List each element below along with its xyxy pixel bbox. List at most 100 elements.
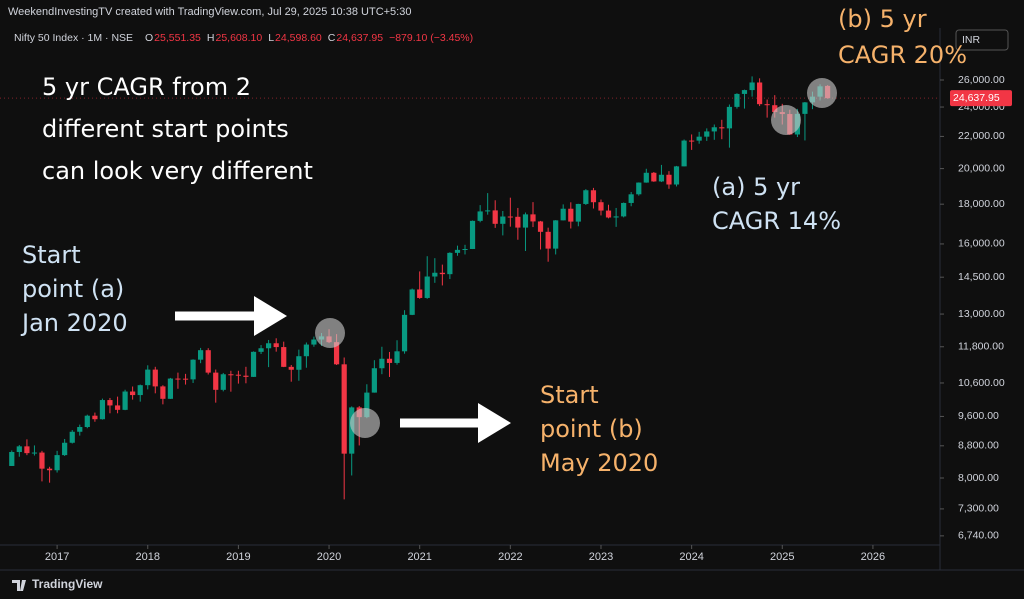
candle-body <box>394 351 400 363</box>
candle-body <box>583 190 589 204</box>
candle-body <box>628 194 634 203</box>
candle-body <box>137 385 143 396</box>
symbol-title: Nifty 50 Index · 1M · NSE <box>14 32 133 44</box>
candle-body <box>281 347 287 367</box>
candle-body <box>462 248 468 250</box>
y-tick-label: 16,000.00 <box>958 238 1005 250</box>
candle-body <box>643 172 649 183</box>
credit: WeekendInvestingTV created with TradingV… <box>8 6 411 18</box>
annotation: CAGR 20% <box>838 41 967 69</box>
candle-body <box>545 231 551 249</box>
candle-body <box>190 359 196 380</box>
arrow-head <box>478 403 511 443</box>
candle-body <box>522 214 529 228</box>
annotation: Jan 2020 <box>20 309 128 337</box>
candle-body <box>613 216 619 218</box>
candle-body <box>666 174 672 185</box>
annotation: different start points <box>42 115 289 143</box>
annotation: CAGR 14% <box>712 207 841 235</box>
candle-body <box>288 366 294 370</box>
candle-body <box>553 220 559 249</box>
candle-body <box>311 339 317 345</box>
candle-body <box>802 102 808 114</box>
candle-body <box>439 272 445 275</box>
candle-body <box>182 378 189 380</box>
x-tick-label: 2025 <box>770 551 794 563</box>
x-tick-label: 2026 <box>861 551 885 563</box>
candle-body <box>757 82 763 105</box>
y-tick-label: 8,000.00 <box>958 472 999 484</box>
candle-body <box>417 289 423 298</box>
candle-body <box>130 391 136 396</box>
candle-body <box>99 400 106 420</box>
candle-body <box>167 378 174 399</box>
highlight-circle <box>807 78 837 108</box>
candle-body <box>469 220 476 249</box>
highlight-circle <box>771 105 801 135</box>
candle-body <box>598 202 604 211</box>
candle-body <box>69 431 75 443</box>
y-tick-label: 9,600.00 <box>958 410 999 422</box>
candle-body <box>333 342 340 365</box>
candle-body <box>704 131 710 137</box>
candle-body <box>371 368 377 393</box>
candle-body <box>424 276 430 298</box>
last-price-tag <box>950 90 1012 107</box>
y-tick-label: 8,800.00 <box>958 440 999 452</box>
candle-body <box>568 208 574 222</box>
candle-body <box>651 172 657 182</box>
legend-value: 25,608.10 <box>215 32 262 44</box>
candle-body <box>54 455 60 471</box>
candle-body <box>46 468 53 471</box>
annotation: point (a) <box>22 275 124 303</box>
y-tick-label: 18,000.00 <box>958 198 1005 210</box>
annotation: 5 yr CAGR from 2 <box>42 73 251 101</box>
x-tick-label: 2022 <box>498 551 522 563</box>
candle-body <box>711 127 717 132</box>
currency-box <box>955 29 1009 51</box>
y-tick-label: 7,300.00 <box>958 503 999 515</box>
candle-body <box>265 343 272 349</box>
highlight-circle <box>350 408 380 438</box>
candle-body <box>537 221 544 232</box>
candle-body <box>31 452 38 454</box>
annotation: May 2020 <box>540 449 658 477</box>
candle-body <box>39 452 45 469</box>
candle-body <box>749 82 755 91</box>
annotation: point (b) <box>540 415 643 443</box>
candle-body <box>432 272 438 277</box>
x-tick-label: 2018 <box>136 551 160 563</box>
candle-body <box>197 350 204 360</box>
candle-body <box>485 210 491 212</box>
y-tick-label: 22,000.00 <box>958 130 1005 142</box>
candle-body <box>235 374 241 376</box>
highlight-circle <box>315 318 345 348</box>
candle-body <box>590 190 597 203</box>
candle-body <box>605 210 612 218</box>
candle-body <box>84 415 90 428</box>
y-tick-label: 20,000.00 <box>958 162 1005 174</box>
candle-body <box>122 391 128 410</box>
x-tick-label: 2023 <box>589 551 613 563</box>
x-tick-label: 2017 <box>45 551 69 563</box>
candle-body <box>228 374 234 376</box>
candle-body <box>734 93 740 107</box>
brand: TradingView <box>32 577 103 591</box>
candle-body <box>386 358 393 363</box>
candle-body <box>114 405 121 410</box>
candle-body <box>726 106 733 129</box>
candle-body <box>575 203 581 222</box>
candle-body <box>258 348 264 352</box>
candle-body <box>175 378 181 380</box>
candle-body <box>515 216 521 228</box>
candle-body <box>62 442 68 456</box>
y-tick-label: 13,000.00 <box>958 308 1005 320</box>
candle-body <box>681 140 687 167</box>
candle-body <box>658 174 665 182</box>
candle-body <box>636 182 642 195</box>
currency: INR <box>962 34 981 46</box>
candle-body <box>77 427 83 432</box>
annotation: Start <box>22 241 81 269</box>
candle-body <box>107 400 113 406</box>
candle-body <box>500 216 506 224</box>
